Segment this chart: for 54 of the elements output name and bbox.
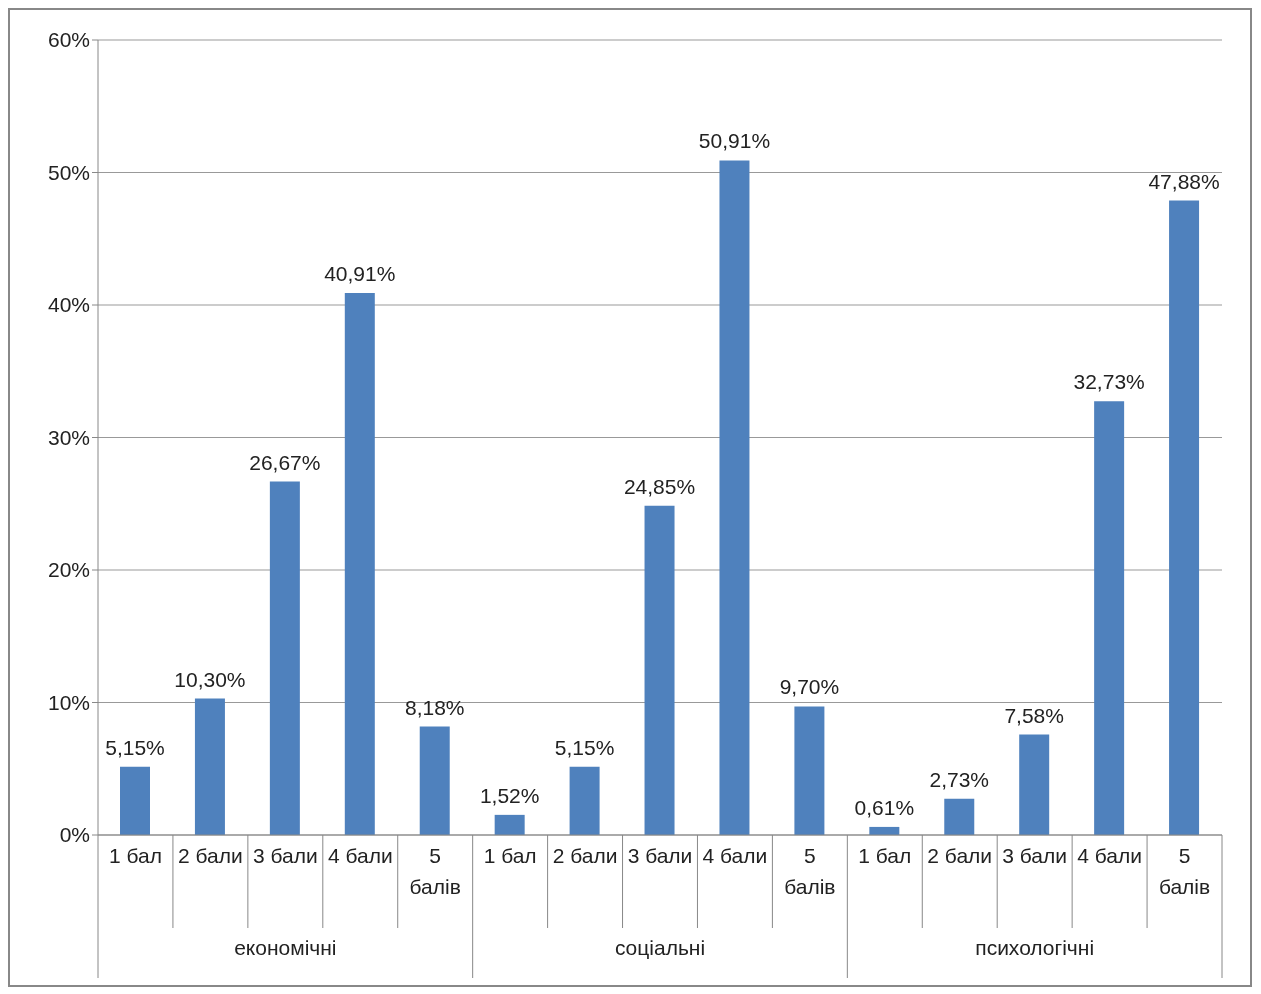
x-tick-label: 3 бали <box>252 844 318 867</box>
x-tick-label: 1 бал <box>108 844 162 867</box>
data-label: 1,52% <box>479 783 540 807</box>
text: економічні <box>234 936 337 959</box>
text: психологічні <box>975 936 1095 959</box>
data-label: 9,70% <box>779 675 840 699</box>
x-tick-label: 4 бали <box>327 844 393 867</box>
data-label: 24,85% <box>623 474 696 498</box>
data-label: 50,91% <box>698 129 771 153</box>
data-label: 0,61% <box>854 795 915 819</box>
x-tick-label: 5 балів <box>1158 844 1211 898</box>
x-tick-label: 5 балів <box>784 844 836 898</box>
x-tick-label: 5 балів <box>409 844 461 898</box>
y-tick-label: 60% <box>47 28 90 52</box>
data-label: 40,91% <box>324 261 396 285</box>
y-tick-label: 0% <box>59 823 90 847</box>
data-label: 8,18% <box>404 695 465 719</box>
data-label: 10,30% <box>174 667 246 691</box>
bar <box>1094 401 1125 835</box>
bar <box>719 160 750 835</box>
y-tick-label: 10% <box>47 690 90 714</box>
data-label: 5,15% <box>105 735 165 759</box>
x-tick-label: 4 бали <box>702 844 768 867</box>
y-tick-label: 20% <box>47 558 90 582</box>
bar <box>794 706 825 835</box>
bar <box>644 505 675 835</box>
x-tick-label: 2 бали <box>927 844 993 867</box>
data-label: 5,15% <box>554 735 615 759</box>
bar <box>1019 734 1050 835</box>
bar <box>344 292 375 835</box>
x-tick-label: 1 бал <box>858 844 912 867</box>
data-label: 26,67% <box>249 450 321 474</box>
bar <box>944 798 975 835</box>
bar <box>269 481 300 835</box>
y-tick-label: 30% <box>47 425 90 449</box>
x-tick-label: 2 бали <box>178 844 243 867</box>
data-label: 32,73% <box>1073 370 1145 394</box>
x-tick-label: 3 бали <box>627 844 693 867</box>
bar <box>419 726 450 835</box>
x-tick-label: 3 бали <box>1002 844 1068 867</box>
text: соціальні <box>614 936 706 959</box>
x-tick-label: 1 бал <box>483 844 537 867</box>
bar <box>1169 200 1200 835</box>
bar <box>494 814 525 835</box>
bar <box>569 766 600 835</box>
y-tick-label: 50% <box>47 160 90 184</box>
data-label: 47,88% <box>1148 169 1220 193</box>
bar <box>120 766 150 835</box>
data-label: 7,58% <box>1004 703 1064 727</box>
bar <box>194 698 225 835</box>
data-label: 2,73% <box>929 767 990 791</box>
y-tick-label: 40% <box>47 293 90 317</box>
x-tick-label: 2 бали <box>552 844 618 867</box>
x-tick-label: 4 бали <box>1077 844 1142 867</box>
